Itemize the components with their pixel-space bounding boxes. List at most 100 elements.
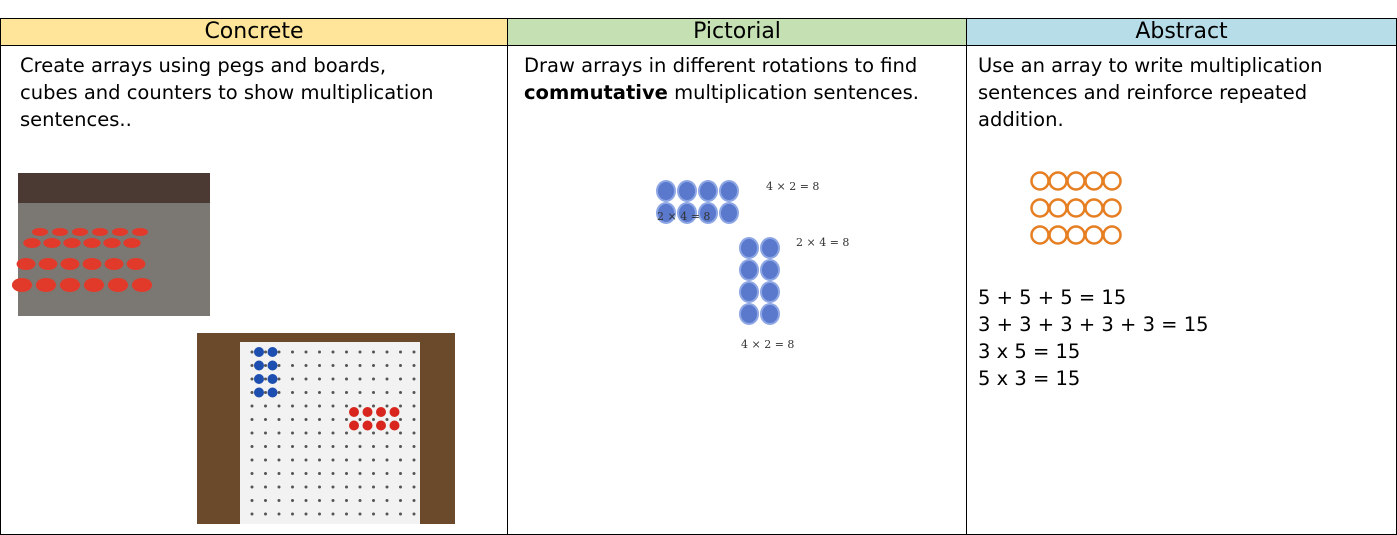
equation-label: 4 × 2 = 8 (766, 180, 820, 193)
counter (43, 238, 61, 248)
peg-hole (318, 418, 321, 421)
peg-hole (250, 377, 254, 381)
peg-hole (358, 472, 362, 475)
counter (1030, 171, 1050, 191)
peg-hole (291, 364, 294, 367)
peg-hole (358, 350, 362, 354)
peg-hole (372, 364, 375, 367)
cube (719, 202, 739, 224)
cube (760, 281, 780, 303)
peg-hole (385, 472, 389, 475)
peg-hole (372, 485, 375, 489)
peg-hole (385, 391, 389, 394)
peg-hole (331, 391, 335, 394)
peg-hole (318, 350, 321, 354)
peg (389, 420, 400, 431)
peg-hole (318, 445, 321, 448)
peg-hole (331, 377, 335, 381)
peg (267, 387, 278, 398)
peg (349, 420, 359, 431)
peg (254, 374, 264, 384)
peg-hole (331, 418, 335, 421)
peg-hole (264, 377, 267, 381)
peg-hole (358, 404, 362, 408)
counter (1084, 171, 1104, 191)
peg-hole (264, 472, 267, 475)
peg-hole (250, 458, 254, 462)
peg-hole (304, 499, 308, 502)
peg-hole (358, 377, 362, 381)
peg-hole (250, 512, 254, 516)
counter (1066, 198, 1086, 218)
peg-hole (385, 350, 389, 354)
peg-hole (304, 431, 308, 435)
counter (83, 278, 105, 292)
peg-hole (250, 431, 254, 435)
counter (59, 278, 81, 292)
cell-text: Draw arrays in different rotations to fi… (524, 52, 964, 106)
peg-hole (372, 458, 375, 462)
peg-hole (399, 485, 402, 489)
peg-hole (277, 418, 281, 421)
cube (739, 259, 759, 281)
peg-hole (331, 485, 335, 489)
peg-hole (412, 485, 416, 489)
peg-hole (385, 499, 389, 502)
peg-hole (372, 391, 375, 394)
counter (63, 238, 81, 248)
cube (739, 303, 759, 325)
peg-hole (385, 512, 389, 516)
peg-hole (412, 377, 416, 381)
counter (23, 238, 41, 248)
peg-hole (250, 350, 254, 354)
peg-hole (318, 485, 321, 489)
peg-hole (291, 485, 294, 489)
peg-hole (304, 391, 308, 394)
peg-hole (399, 418, 402, 421)
peg-hole (291, 391, 294, 394)
counter (38, 258, 58, 270)
cell-text: Use an array to write multiplication sen… (978, 54, 1323, 131)
peg-hole (399, 350, 402, 354)
peg-hole (412, 499, 416, 502)
peg-hole (277, 458, 281, 462)
counter (131, 278, 153, 292)
peg-hole (250, 391, 254, 394)
peg-hole (291, 418, 294, 421)
peg-hole (358, 485, 362, 489)
peg-hole (331, 364, 335, 367)
peg-hole (264, 512, 267, 516)
counter (1084, 198, 1104, 218)
equation: 5 + 5 + 5 = 15 (978, 286, 1127, 309)
peg-hole (264, 485, 267, 489)
counter (1102, 171, 1122, 191)
peg-hole (345, 350, 348, 354)
counter (132, 228, 148, 236)
header-cell: Concrete (0, 18, 508, 46)
peg-hole (385, 431, 389, 435)
peg (267, 360, 278, 371)
counter (1066, 225, 1086, 245)
peg-hole (304, 404, 308, 408)
peg (362, 407, 373, 417)
peg-hole (412, 512, 416, 516)
page: {"table": { "headers": ["Concrete", "Pic… (0, 18, 1397, 535)
peg-hole (331, 458, 335, 462)
peg-hole (372, 350, 375, 354)
peg-hole (358, 391, 362, 394)
peg-hole (412, 431, 416, 435)
peg-hole (291, 377, 294, 381)
peg-hole (264, 499, 267, 502)
peg-hole (277, 431, 281, 435)
counter (1066, 171, 1086, 191)
cube (698, 202, 718, 224)
peg-hole (264, 364, 267, 367)
peg-hole (304, 377, 308, 381)
peg-hole (250, 472, 254, 475)
peg-hole (264, 431, 267, 435)
peg-hole (345, 499, 348, 502)
peg-hole (291, 499, 294, 502)
peg-hole (277, 445, 281, 448)
equation: 5 x 3 = 15 (978, 367, 1081, 390)
counter (1084, 225, 1104, 245)
